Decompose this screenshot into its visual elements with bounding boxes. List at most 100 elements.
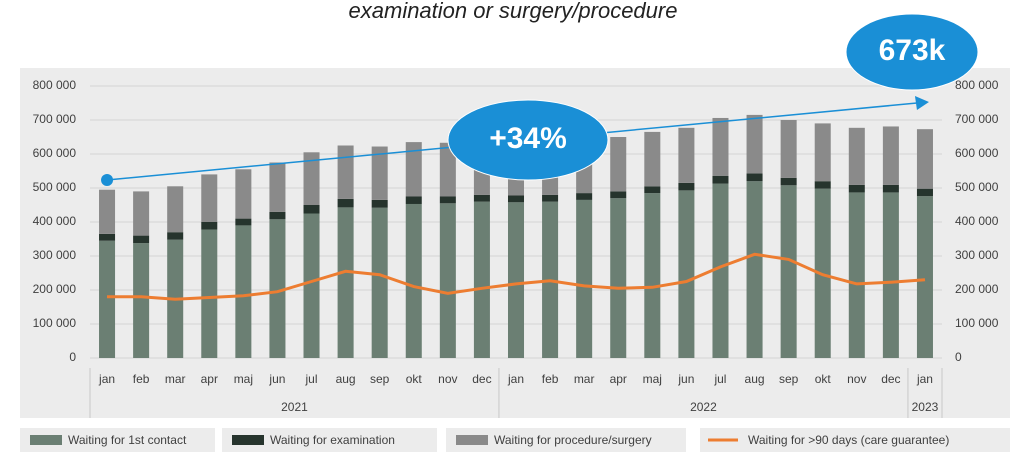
bar-segment xyxy=(882,184,899,193)
bar-segment xyxy=(371,146,388,200)
bar-segment xyxy=(746,181,763,358)
y-tick-label: 400 000 xyxy=(33,214,77,228)
bar-segment xyxy=(99,233,116,241)
bar-segment xyxy=(507,195,525,203)
bar-segment xyxy=(712,183,729,358)
x-tick-label: feb xyxy=(542,372,559,386)
bar-segment xyxy=(201,174,218,222)
bar-segment xyxy=(133,243,150,358)
y-tick-label: 0 xyxy=(69,350,76,364)
x-tick-label: maj xyxy=(234,372,253,386)
bar-segment xyxy=(439,196,456,204)
group-label: 2023 xyxy=(912,400,939,414)
bar-segment xyxy=(678,182,695,191)
y-tick-label: 700 000 xyxy=(33,112,77,126)
bar-segment xyxy=(269,211,286,220)
bar-segment xyxy=(814,123,831,182)
x-tick-label: jul xyxy=(305,372,318,386)
bar-segment xyxy=(235,218,252,226)
bar-segment xyxy=(371,207,388,358)
bar-segment xyxy=(780,177,797,186)
x-tick-label: sep xyxy=(370,372,390,386)
bar-segment xyxy=(337,198,354,208)
y2-tick-label: 200 000 xyxy=(955,282,999,296)
bar-segment xyxy=(746,114,763,174)
legend-label: Waiting for procedure/surgery xyxy=(494,433,652,447)
bar-segment xyxy=(473,194,490,202)
y2-tick-label: 600 000 xyxy=(955,146,999,160)
arrow-head xyxy=(914,96,929,110)
x-tick-label: aug xyxy=(745,372,765,386)
y-tick-label: 100 000 xyxy=(33,316,77,330)
legend-label: Waiting for 1st contact xyxy=(68,433,187,447)
bar-segment xyxy=(405,196,422,204)
bar-segment xyxy=(882,126,899,185)
x-tick-label: okt xyxy=(406,372,423,386)
x-tick-label: apr xyxy=(201,372,218,386)
y-tick-label: 300 000 xyxy=(33,248,77,262)
bar-segment xyxy=(882,192,899,358)
y2-tick-label: 400 000 xyxy=(955,214,999,228)
bar-segment xyxy=(303,213,320,358)
y-tick-label: 200 000 xyxy=(33,282,77,296)
bar-segment xyxy=(303,152,320,205)
bar-segment xyxy=(473,201,490,358)
y2-tick-label: 100 000 xyxy=(955,316,999,330)
x-tick-label: jan xyxy=(507,372,524,386)
bar-segment xyxy=(201,229,218,358)
bar-segment xyxy=(610,137,627,192)
bar-segment xyxy=(439,142,456,197)
x-tick-label: maj xyxy=(643,372,662,386)
x-tick-label: sep xyxy=(779,372,799,386)
bar-segment xyxy=(678,127,695,183)
bar-segment xyxy=(814,181,831,189)
bar-segment xyxy=(644,131,661,187)
bar-segment xyxy=(167,232,184,240)
bar-segment xyxy=(99,189,116,234)
bar-segment xyxy=(576,193,593,200)
bar-segment xyxy=(507,202,525,358)
annotation: 673k xyxy=(879,34,946,67)
bar-segment xyxy=(269,219,286,358)
bar-segment xyxy=(235,225,252,358)
bar-segment xyxy=(916,196,933,358)
bar-segment xyxy=(780,120,797,178)
y2-tick-label: 700 000 xyxy=(955,112,999,126)
annotation: +34% xyxy=(489,122,567,155)
x-tick-label: jan xyxy=(916,372,933,386)
y2-tick-label: 800 000 xyxy=(955,78,999,92)
x-tick-label: mar xyxy=(574,372,595,386)
annotation-bubble xyxy=(447,99,609,181)
bar-segment xyxy=(201,222,218,230)
bar-segment xyxy=(167,186,184,233)
legend-swatch xyxy=(232,435,264,445)
x-tick-label: dec xyxy=(881,372,900,386)
bar-segment xyxy=(848,127,865,185)
bar-segment xyxy=(848,184,865,193)
legend-label: Waiting for >90 days (care guarantee) xyxy=(748,433,949,447)
bar-segment xyxy=(405,142,422,197)
bar-segment xyxy=(337,145,354,199)
y2-tick-label: 500 000 xyxy=(955,180,999,194)
bar-segment xyxy=(610,198,627,358)
bar-segment xyxy=(916,129,933,189)
x-tick-label: dec xyxy=(472,372,491,386)
x-tick-label: apr xyxy=(610,372,627,386)
bar-segment xyxy=(678,190,695,358)
bar-segment xyxy=(99,240,116,358)
trend-start xyxy=(101,174,114,186)
x-tick-label: nov xyxy=(847,372,866,386)
bar-segment xyxy=(439,203,456,358)
bar-segment xyxy=(133,191,150,236)
bar-segment xyxy=(133,235,150,244)
bar-segment xyxy=(848,192,865,358)
x-tick-label: feb xyxy=(133,372,150,386)
y2-tick-label: 300 000 xyxy=(955,248,999,262)
x-tick-label: jan xyxy=(98,372,115,386)
bar-segment xyxy=(644,193,661,358)
bar-segment xyxy=(269,162,286,212)
legend-swatch xyxy=(30,435,62,445)
bar-segment xyxy=(610,191,627,199)
bar-segment xyxy=(337,207,354,358)
line-series xyxy=(107,252,926,301)
